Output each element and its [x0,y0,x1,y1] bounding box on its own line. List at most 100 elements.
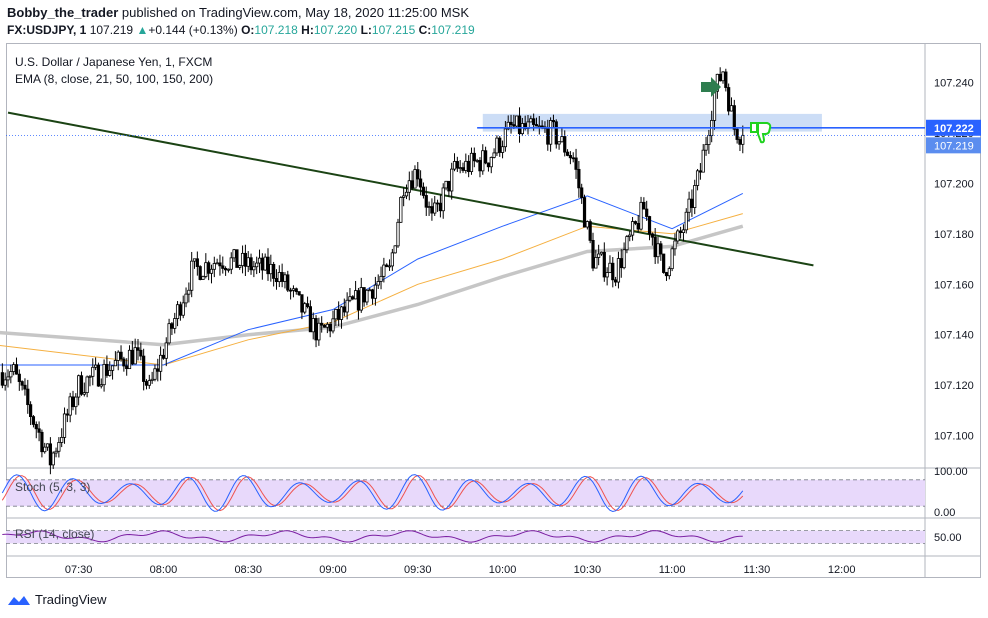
candle[interactable] [337,301,341,327]
candle[interactable] [650,232,654,246]
candle[interactable] [31,415,36,428]
candle[interactable] [91,358,95,386]
candle[interactable] [670,246,674,272]
candle[interactable] [554,119,558,149]
candle[interactable] [77,374,81,406]
candle[interactable] [410,170,414,191]
candle[interactable] [387,259,392,271]
candle[interactable] [368,287,372,292]
candle[interactable] [419,170,423,196]
candle[interactable] [585,220,589,230]
candle[interactable] [229,252,233,275]
candle[interactable] [707,129,711,154]
candle[interactable] [260,253,264,280]
candle[interactable] [221,256,225,274]
candle[interactable] [464,153,468,174]
candle[interactable] [286,270,290,293]
candle[interactable] [88,374,92,387]
candle[interactable] [441,183,445,219]
candle[interactable] [113,351,117,367]
candle[interactable] [659,240,663,261]
candle[interactable] [574,148,578,179]
candle[interactable] [594,249,598,269]
candle[interactable] [656,237,660,264]
candle[interactable] [252,260,256,278]
candle[interactable] [582,194,587,228]
candle[interactable] [139,342,143,361]
candle[interactable] [396,218,400,248]
candle[interactable] [379,266,383,290]
candle[interactable] [724,68,728,92]
candle[interactable] [263,253,267,271]
candle[interactable] [201,275,205,280]
candle[interactable] [469,147,474,175]
candle[interactable] [580,183,584,204]
candle[interactable] [495,135,499,156]
candle[interactable] [509,114,513,134]
candle[interactable] [616,251,621,289]
candle[interactable] [209,264,214,284]
candle[interactable] [492,148,496,159]
candle[interactable] [399,196,403,223]
candle[interactable] [99,378,103,389]
candle[interactable] [738,136,742,152]
candle[interactable] [291,285,296,298]
candle[interactable] [142,348,146,391]
candle[interactable] [224,266,228,276]
candle[interactable] [614,276,618,287]
candle[interactable] [127,345,132,370]
candle[interactable] [704,136,708,156]
candle[interactable] [407,171,411,201]
candle[interactable] [119,345,123,362]
candle[interactable] [181,295,185,319]
candle[interactable] [328,322,332,338]
candle[interactable] [630,217,635,241]
candle[interactable] [591,232,595,272]
candle[interactable] [198,265,202,281]
candle[interactable] [679,226,683,239]
candle[interactable] [729,97,734,112]
candle[interactable] [238,264,242,270]
candle[interactable] [65,408,69,423]
candle[interactable] [735,128,739,144]
candle[interactable] [551,114,556,129]
candle[interactable] [684,208,688,234]
candle[interactable] [393,245,397,254]
candle[interactable] [698,163,702,180]
candle[interactable] [676,229,680,244]
candle[interactable] [390,248,394,271]
candle[interactable] [653,227,657,264]
candle[interactable] [526,115,530,135]
candle[interactable] [351,295,355,301]
candle[interactable] [150,371,154,384]
candle[interactable] [153,364,157,382]
candle[interactable] [147,374,151,389]
candle[interactable] [308,300,312,333]
candle[interactable] [190,251,194,298]
candle[interactable] [85,375,89,398]
candle[interactable] [322,324,327,328]
candle[interactable] [673,233,677,256]
candle[interactable] [300,294,304,320]
candle[interactable] [597,244,601,266]
candle[interactable] [359,277,363,313]
candle[interactable] [23,378,27,396]
candle[interactable] [385,263,389,268]
candle[interactable] [695,168,700,191]
candle[interactable] [421,182,426,199]
candle[interactable] [314,315,318,348]
candle[interactable] [14,357,19,375]
candle[interactable] [348,288,352,303]
candle[interactable] [345,292,349,320]
candle[interactable] [178,301,182,321]
candle[interactable] [266,248,270,281]
candle[interactable] [257,249,262,274]
candle[interactable] [424,186,428,216]
candle[interactable] [568,151,572,165]
candle[interactable] [94,357,98,371]
candle[interactable] [512,114,516,130]
candle[interactable] [235,249,239,268]
author-name[interactable]: Bobby_the_trader [7,5,119,20]
candle[interactable] [619,249,623,278]
candle[interactable] [478,157,482,178]
